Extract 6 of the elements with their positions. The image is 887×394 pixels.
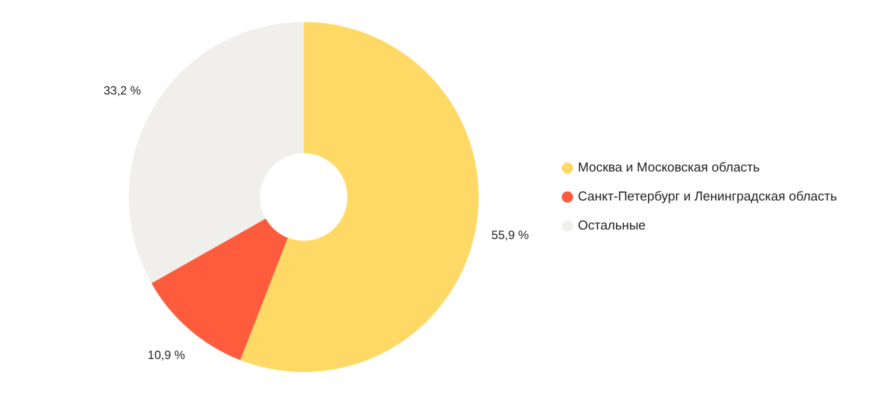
legend-label: Остальные bbox=[578, 218, 646, 233]
legend-label: Москва и Московская область bbox=[578, 160, 760, 175]
data-label: 33,2 % bbox=[104, 84, 142, 98]
legend-label: Санкт-Петербург и Ленинградская область bbox=[578, 188, 838, 204]
data-label: 55,9 % bbox=[491, 228, 530, 242]
data-label: 10,9 % bbox=[148, 348, 186, 362]
